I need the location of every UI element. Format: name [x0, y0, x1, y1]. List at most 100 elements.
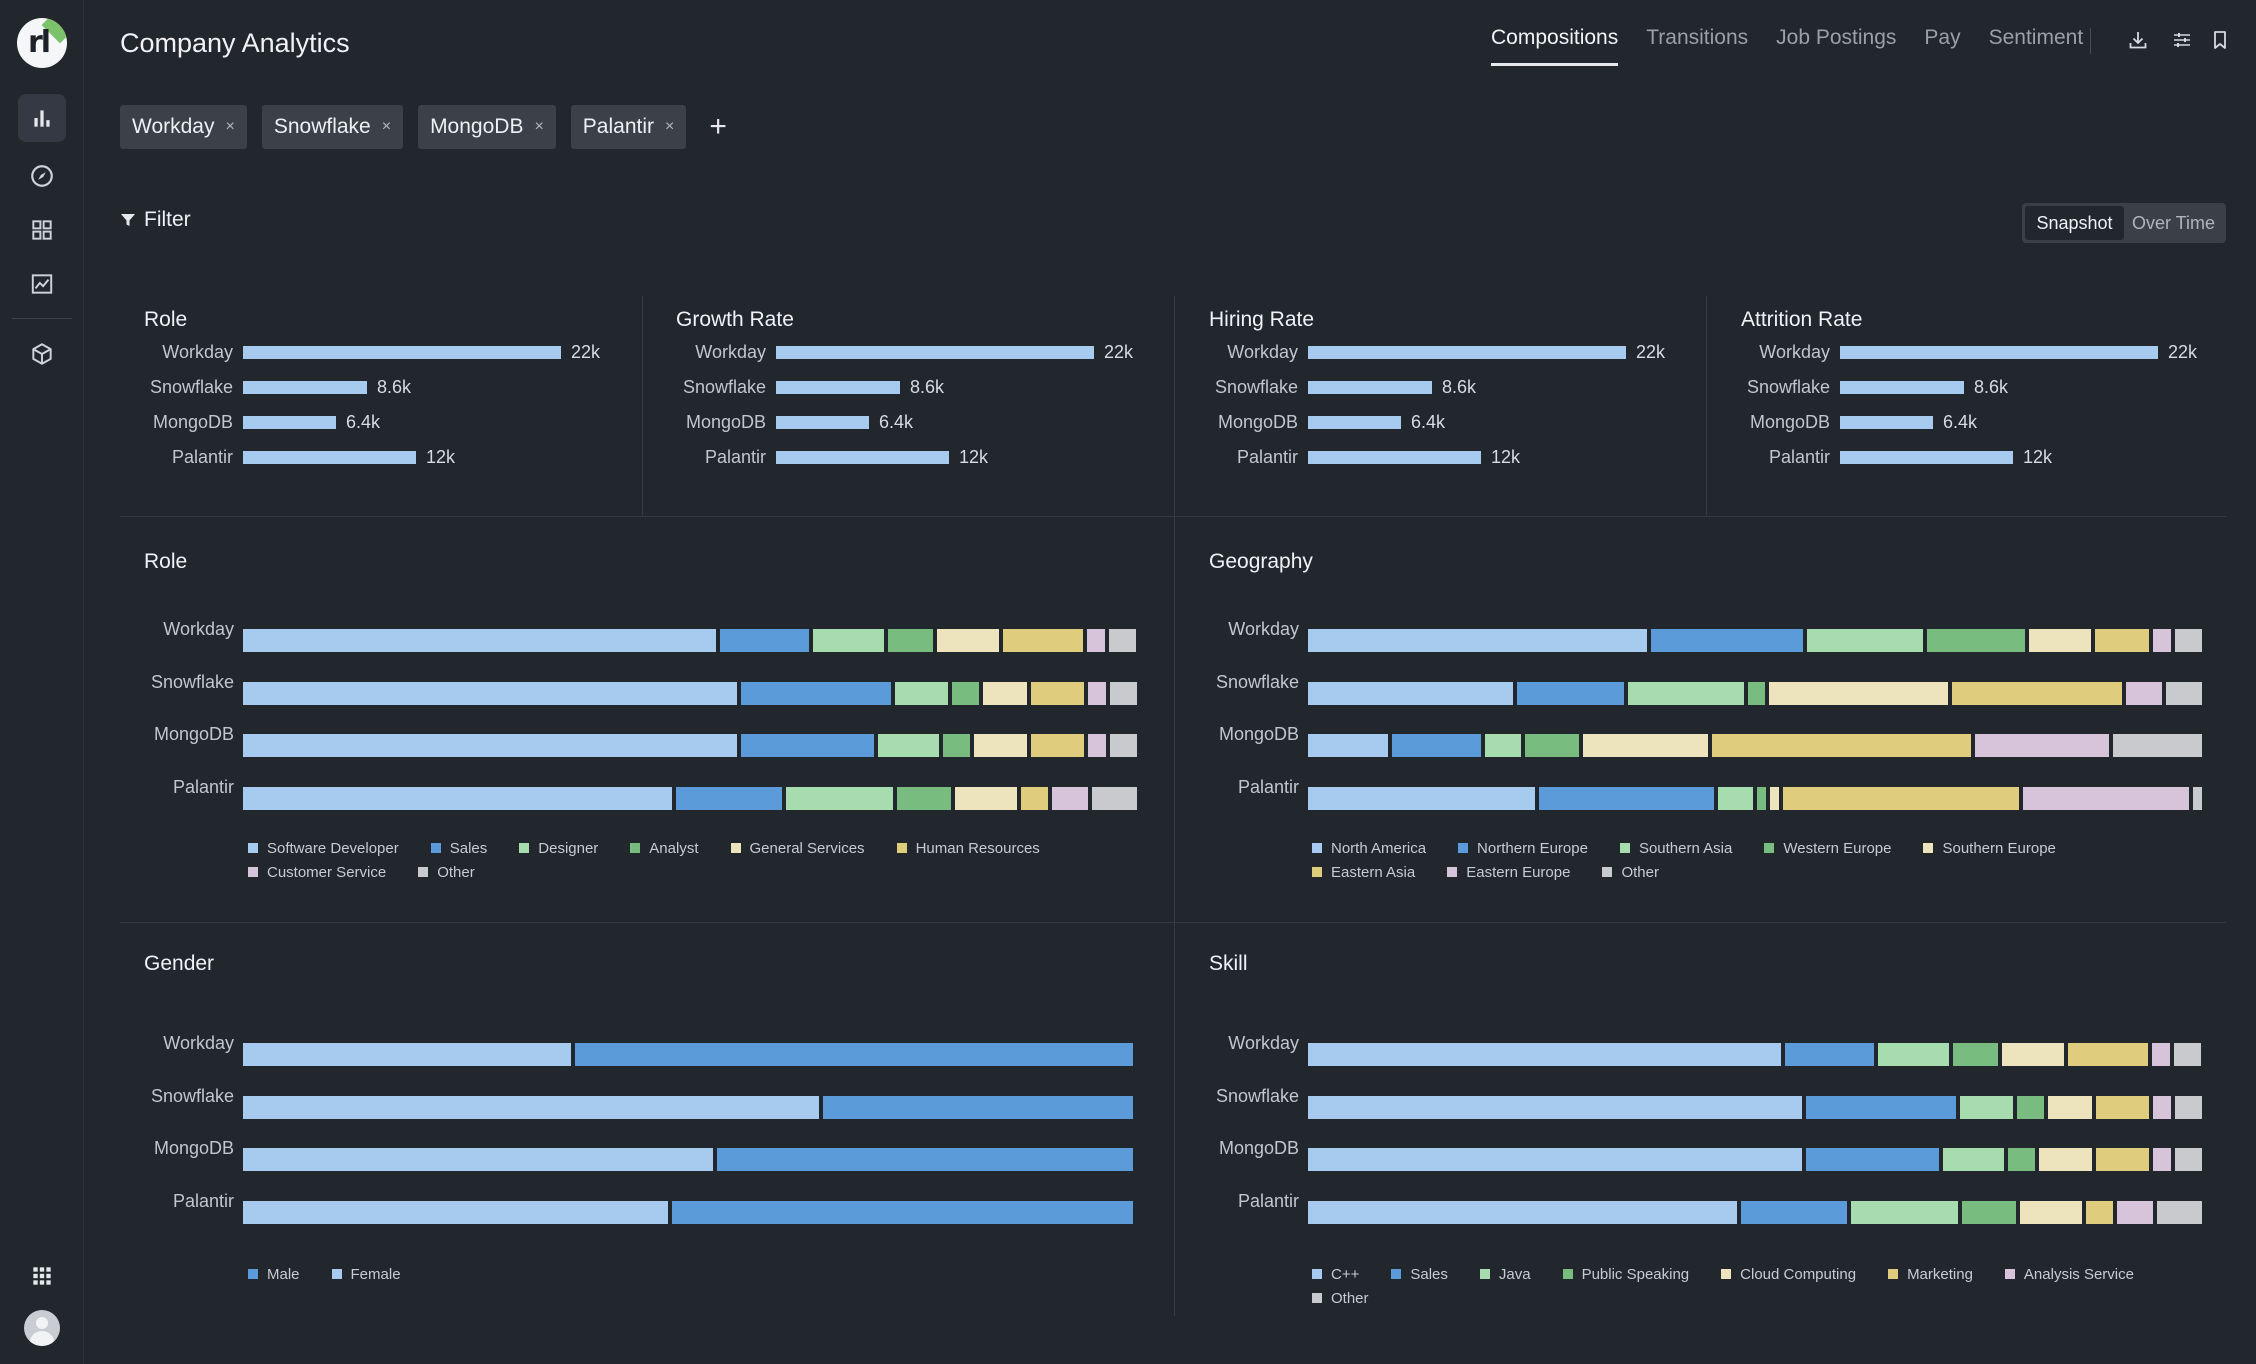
- tab-pay[interactable]: Pay: [1924, 26, 1961, 49]
- bar-segment-marketing[interactable]: [2068, 1043, 2148, 1066]
- toggle-snapshot[interactable]: Snapshot: [2025, 206, 2124, 240]
- bar-segment-public-speaking[interactable]: [2008, 1148, 2036, 1171]
- legend-item[interactable]: Cloud Computing: [1721, 1262, 1856, 1286]
- sidebar-item-explore[interactable]: [18, 152, 66, 200]
- bar[interactable]: [243, 380, 367, 394]
- bar-segment-southern-europe[interactable]: [1769, 682, 1949, 705]
- sidebar-item-data[interactable]: [18, 330, 66, 378]
- legend-item[interactable]: Sales: [430, 836, 487, 860]
- bar-segment-northern-europe[interactable]: [1651, 629, 1803, 652]
- toggle-over-time[interactable]: Over Time: [2131, 212, 2215, 233]
- bar-segment-southern-asia[interactable]: [1718, 787, 1753, 810]
- bar-segment-analyst[interactable]: [943, 734, 971, 757]
- bar-segment-northern-europe[interactable]: [1539, 787, 1714, 810]
- bar-segment-software-developer[interactable]: [243, 629, 716, 652]
- bar-segment-eastern-europe[interactable]: [2153, 629, 2171, 652]
- bar-segment-western-europe[interactable]: [1927, 629, 2025, 652]
- legend-item[interactable]: Public Speaking: [1562, 1262, 1689, 1286]
- download-button[interactable]: [2126, 28, 2150, 52]
- bar-segment-other[interactable]: [2175, 629, 2202, 652]
- legend-item[interactable]: Analyst: [630, 836, 699, 860]
- bar-segment-customer-service[interactable]: [1087, 629, 1105, 652]
- legend-item[interactable]: Eastern Europe: [1447, 860, 1570, 884]
- bar[interactable]: [1840, 345, 2158, 359]
- bar[interactable]: [1840, 450, 2013, 464]
- bar-segment-general-services[interactable]: [974, 734, 1028, 757]
- legend-item[interactable]: General Services: [730, 836, 865, 860]
- bar-segment-northern-europe[interactable]: [1516, 682, 1624, 705]
- bar-segment-sales[interactable]: [720, 629, 809, 652]
- bar-segment-analyst[interactable]: [952, 682, 980, 705]
- bar-segment-cloud-computing[interactable]: [2002, 1043, 2064, 1066]
- bar-segment-general-services[interactable]: [955, 787, 1018, 810]
- bar-segment-public-speaking[interactable]: [2017, 1096, 2045, 1119]
- tab-job-postings[interactable]: Job Postings: [1776, 26, 1897, 49]
- bar-segment-human-resources[interactable]: [1021, 787, 1049, 810]
- bar-segment-eastern-europe[interactable]: [2126, 682, 2163, 705]
- legend-item[interactable]: Southern Asia: [1619, 836, 1732, 860]
- bar-segment-other[interactable]: [2175, 1096, 2202, 1119]
- add-company-button[interactable]: +: [709, 110, 727, 143]
- bookmark-button[interactable]: [2208, 28, 2232, 52]
- bar-segment-other[interactable]: [1092, 787, 1137, 810]
- bar-segment-other[interactable]: [2157, 1201, 2202, 1224]
- bar-segment-male[interactable]: [243, 1148, 713, 1171]
- bar[interactable]: [1840, 380, 1964, 394]
- bar-segment-designer[interactable]: [813, 629, 884, 652]
- bar-segment-other[interactable]: [2193, 787, 2202, 810]
- bar-segment-designer[interactable]: [786, 787, 894, 810]
- bar-segment-customer-service[interactable]: [1088, 682, 1107, 705]
- bar-segment-software-developer[interactable]: [243, 787, 672, 810]
- bar-segment-analysis-service[interactable]: [2117, 1201, 2154, 1224]
- bar-segment-human-resources[interactable]: [1003, 629, 1083, 652]
- bar[interactable]: [776, 415, 869, 429]
- bar-segment-marketing[interactable]: [2086, 1201, 2114, 1224]
- tab-sentiment[interactable]: Sentiment: [1988, 26, 2084, 49]
- bar-segment-sales[interactable]: [1806, 1096, 1957, 1119]
- bar[interactable]: [1308, 415, 1401, 429]
- bar-segment-public-speaking[interactable]: [1953, 1043, 1998, 1066]
- bar-segment-north-america[interactable]: [1308, 734, 1388, 757]
- legend-item[interactable]: Java: [1479, 1262, 1531, 1286]
- bar-segment-sales[interactable]: [675, 787, 783, 810]
- filter-button[interactable]: Filter: [120, 208, 191, 232]
- bar-segment-java[interactable]: [1851, 1201, 1959, 1224]
- bar-segment-other[interactable]: [1110, 682, 1137, 705]
- bar-segment-general-services[interactable]: [937, 629, 999, 652]
- bar-segment-western-europe[interactable]: [1525, 734, 1579, 757]
- legend-item[interactable]: Female: [331, 1262, 401, 1286]
- bar-segment-southern-asia[interactable]: [1485, 734, 1521, 757]
- bar[interactable]: [1308, 345, 1626, 359]
- bar-segment-western-europe[interactable]: [1757, 787, 1766, 810]
- bar-segment-customer-service[interactable]: [1052, 787, 1089, 810]
- legend-item[interactable]: Analysis Service: [2004, 1262, 2134, 1286]
- bar-segment-sales[interactable]: [1805, 1148, 1939, 1171]
- bar-segment-eastern-asia[interactable]: [2095, 629, 2149, 652]
- bar-segment-java[interactable]: [1878, 1043, 1949, 1066]
- bar-segment-human-resources[interactable]: [1031, 734, 1085, 757]
- bar-segment-cloud-computing[interactable]: [2048, 1096, 2093, 1119]
- legend-item[interactable]: Marketing: [1888, 1262, 1973, 1286]
- bar-segment-southern-asia[interactable]: [1627, 682, 1744, 705]
- bar-segment-other[interactable]: [2166, 682, 2202, 705]
- bar-segment-other[interactable]: [2174, 1043, 2201, 1066]
- bar-segment-north-america[interactable]: [1308, 629, 1647, 652]
- legend-item[interactable]: Other: [1312, 1286, 1369, 1310]
- bar[interactable]: [776, 345, 1094, 359]
- bar-segment-other[interactable]: [2113, 734, 2202, 757]
- chip-remove-icon[interactable]: ×: [381, 118, 392, 135]
- bar-segment-c-[interactable]: [1308, 1201, 1737, 1224]
- bar-segment-other[interactable]: [1109, 629, 1136, 652]
- avatar[interactable]: [24, 1310, 60, 1346]
- bar-segment-cloud-computing[interactable]: [2020, 1201, 2083, 1224]
- bar-segment-human-resources[interactable]: [1031, 682, 1085, 705]
- bar-segment-analyst[interactable]: [888, 629, 933, 652]
- chip-remove-icon[interactable]: ×: [225, 118, 235, 135]
- bar[interactable]: [243, 415, 336, 429]
- legend-item[interactable]: C++: [1312, 1262, 1359, 1286]
- legend-item[interactable]: North America: [1312, 836, 1426, 860]
- bar-segment-eastern-asia[interactable]: [1952, 682, 2123, 705]
- bar[interactable]: [1840, 415, 1933, 429]
- bar-segment-public-speaking[interactable]: [1962, 1201, 2017, 1224]
- bar[interactable]: [243, 345, 561, 359]
